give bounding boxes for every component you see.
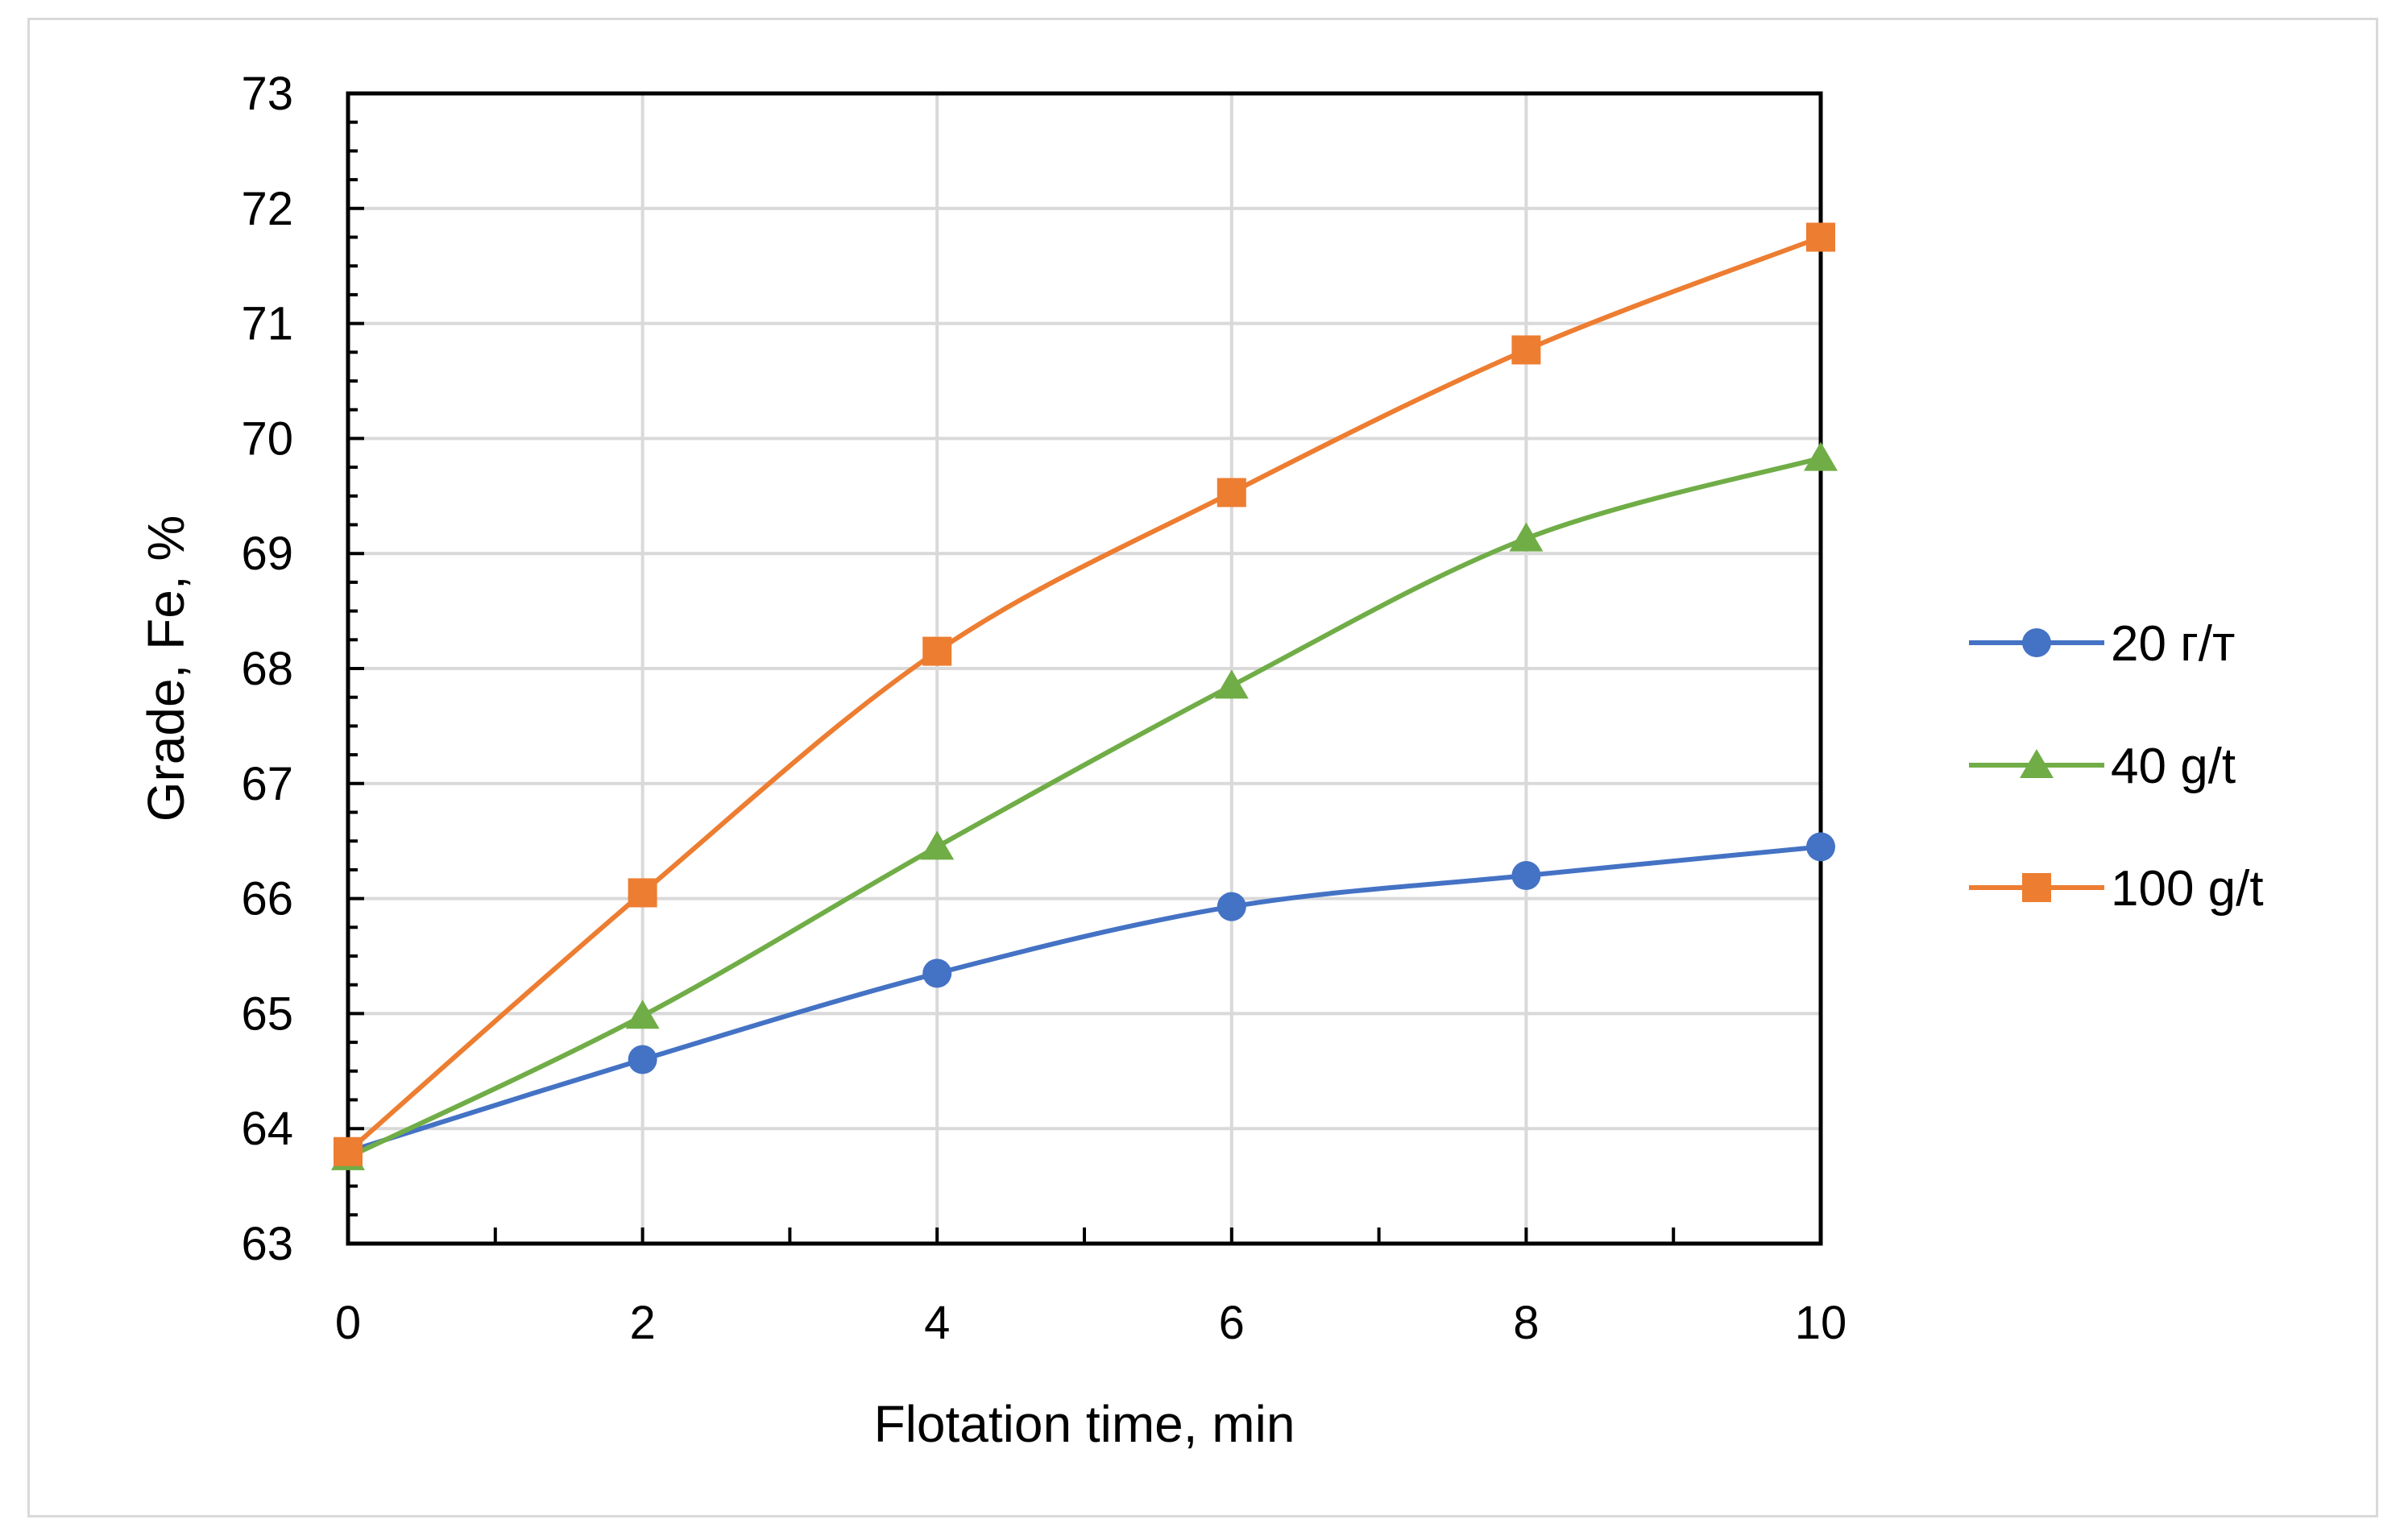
- legend-item: 100 g/t: [1969, 861, 2264, 917]
- legend-item: 20 г/т: [1969, 616, 2235, 672]
- data-point: [1217, 892, 1246, 921]
- data-point: [1217, 478, 1246, 507]
- y-axis-title: Grade, Fe, %: [137, 515, 195, 822]
- data-point: [1806, 222, 1835, 252]
- legend-label: 100 g/t: [2111, 861, 2264, 917]
- data-point: [628, 878, 657, 908]
- series-layer: [331, 222, 1838, 1170]
- data-point: [920, 830, 955, 860]
- x-tick-label: 4: [924, 1297, 950, 1349]
- legend-marker: [2020, 749, 2054, 778]
- data-point: [1511, 335, 1541, 365]
- series-line: [347, 844, 1822, 1154]
- legend: 20 г/т 40 g/t 100 g/t: [1969, 616, 2264, 917]
- series-3: [334, 222, 1835, 1166]
- series-1: [334, 832, 1835, 1166]
- x-axis-title: Flotation time, min: [874, 1395, 1295, 1453]
- data-point: [1511, 861, 1541, 891]
- grid: [348, 93, 1821, 1244]
- legend-label: 20 г/т: [2111, 616, 2235, 672]
- data-point: [922, 958, 952, 988]
- series-line: [346, 455, 1822, 1160]
- data-point: [1804, 441, 1838, 471]
- y-tick-label: 71: [241, 298, 293, 350]
- y-tick-label: 67: [241, 758, 293, 810]
- y-tick-label: 64: [241, 1103, 293, 1155]
- legend-marker: [2022, 628, 2051, 657]
- data-point: [1509, 522, 1544, 552]
- y-tick-label: 68: [241, 643, 293, 695]
- legend-marker: [2022, 873, 2051, 902]
- x-tick-label: 2: [629, 1297, 655, 1349]
- y-tick-label: 69: [241, 528, 293, 580]
- data-point: [922, 636, 952, 666]
- data-point: [334, 1136, 363, 1166]
- y-tick-label: 66: [241, 873, 293, 925]
- x-tick-label: 6: [1219, 1297, 1245, 1349]
- series-2: [331, 441, 1838, 1170]
- x-tick-label: 0: [335, 1297, 361, 1349]
- data-point: [1214, 669, 1249, 699]
- y-tick-label: 65: [241, 987, 293, 1040]
- data-point: [628, 1045, 657, 1074]
- y-tick-label: 72: [241, 183, 293, 235]
- y-tick-label: 70: [241, 412, 293, 465]
- axis-ticks: [346, 92, 1822, 1245]
- y-tick-label: 63: [241, 1218, 293, 1270]
- data-point: [1806, 832, 1835, 862]
- y-tick-label: 73: [241, 68, 293, 120]
- x-tick-label: 8: [1513, 1297, 1539, 1349]
- legend-label: 40 g/t: [2111, 739, 2236, 794]
- series-line: [346, 234, 1822, 1154]
- legend-item: 40 g/t: [1969, 739, 2236, 794]
- x-tick-label: 10: [1795, 1297, 1847, 1349]
- data-point: [625, 1000, 660, 1029]
